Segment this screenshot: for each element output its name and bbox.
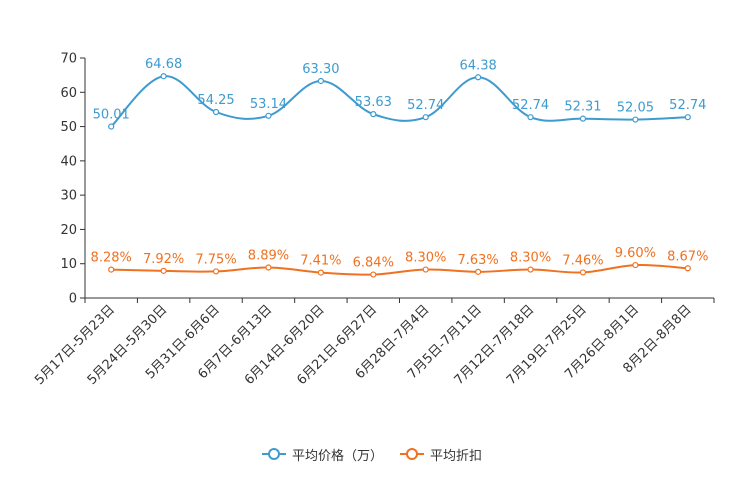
price-data-label: 54.25 — [197, 93, 234, 108]
price-point — [579, 115, 587, 122]
price-point — [422, 114, 429, 121]
price-data-label: 64.38 — [460, 58, 497, 73]
price-point — [265, 112, 272, 119]
discount-point — [475, 268, 482, 275]
y-tick-label: 10 — [60, 257, 77, 272]
discount-data-label: 7.75% — [195, 252, 236, 267]
discount-point — [527, 266, 534, 273]
discount-point — [317, 269, 324, 276]
price-point — [475, 74, 482, 81]
price-point — [160, 73, 167, 80]
price-point — [108, 123, 115, 130]
price-data-label: 52.74 — [512, 98, 549, 113]
discount-point — [265, 264, 272, 271]
discount-point — [108, 266, 115, 273]
series-discount: 8.28% 7.92% 7.75% 8.89% 7.41% 6.84% 8.30% 7.63%… — [91, 246, 708, 278]
y-tick-label: 0 — [69, 292, 77, 307]
price-point — [317, 77, 324, 85]
price-data-label: 63.30 — [302, 62, 339, 77]
discount-point — [632, 261, 639, 269]
legend-price-marker-icon — [262, 448, 286, 460]
price-data-label: 52.05 — [617, 101, 654, 116]
discount-point — [160, 267, 167, 274]
price-data-label: 52.74 — [669, 98, 706, 113]
legend-price-label: 平均价格（万） — [292, 448, 384, 464]
price-point — [527, 114, 534, 121]
y-tick-label: 70 — [60, 52, 77, 67]
discount-data-label: 7.46% — [562, 253, 603, 268]
legend-discount-label: 平均折扣 — [430, 448, 483, 464]
price-point — [212, 108, 220, 116]
discount-line — [111, 263, 688, 276]
discount-point — [579, 269, 587, 276]
discount-data-label: 8.30% — [405, 251, 446, 266]
y-axis: 0 10 20 30 40 50 60 70 — [60, 52, 86, 307]
price-data-label: 64.68 — [145, 57, 182, 72]
discount-point — [370, 271, 377, 278]
y-tick-label: 50 — [60, 120, 77, 135]
price-point — [632, 116, 639, 123]
legend-item-price[interactable]: 平均价格（万） — [262, 442, 383, 466]
discount-point — [684, 265, 691, 272]
discount-data-label: 8.89% — [248, 249, 289, 264]
price-point — [370, 111, 377, 118]
discount-point — [422, 266, 429, 273]
price-data-label: 52.74 — [407, 98, 444, 113]
discount-point — [212, 268, 220, 275]
discount-data-label: 7.41% — [300, 254, 341, 269]
discount-data-label: 7.92% — [143, 252, 184, 267]
price-data-label: 52.31 — [564, 100, 601, 115]
y-tick-label: 30 — [60, 189, 77, 204]
x-axis: 5月17日-5月23日5月24日-5月30日5月31日-6月6日6月7日-6月1… — [32, 297, 715, 388]
series-price: 50.01 64.68 54.25 53.14 63.30 53.63 52.74 64.38… — [93, 57, 706, 130]
legend-item-discount[interactable]: 平均折扣 — [400, 442, 482, 466]
series-group: 50.01 64.68 54.25 53.14 63.30 53.63 52.74 64.38… — [91, 57, 708, 278]
price-data-label: 53.14 — [250, 97, 287, 112]
line-chart: 0 10 20 30 40 50 60 70 5月17日-5月23日5月24日-5月30日5月… — [32, 52, 715, 388]
discount-data-label: 8.30% — [510, 251, 551, 266]
discount-data-label: 8.67% — [667, 249, 708, 264]
legend-discount-marker-icon — [400, 448, 424, 460]
price-point — [684, 114, 691, 121]
y-tick-label: 40 — [60, 154, 77, 169]
price-data-label: 50.01 — [93, 108, 130, 123]
price-data-label: 53.63 — [355, 95, 392, 110]
legend: 平均价格（万） 平均折扣 — [0, 442, 744, 466]
discount-data-label: 8.28% — [91, 251, 132, 266]
discount-data-label: 6.84% — [353, 256, 394, 271]
discount-data-label: 9.60% — [615, 246, 656, 261]
y-tick-label: 20 — [60, 223, 77, 238]
y-tick-label: 60 — [60, 86, 77, 101]
discount-data-label: 7.63% — [457, 253, 498, 268]
